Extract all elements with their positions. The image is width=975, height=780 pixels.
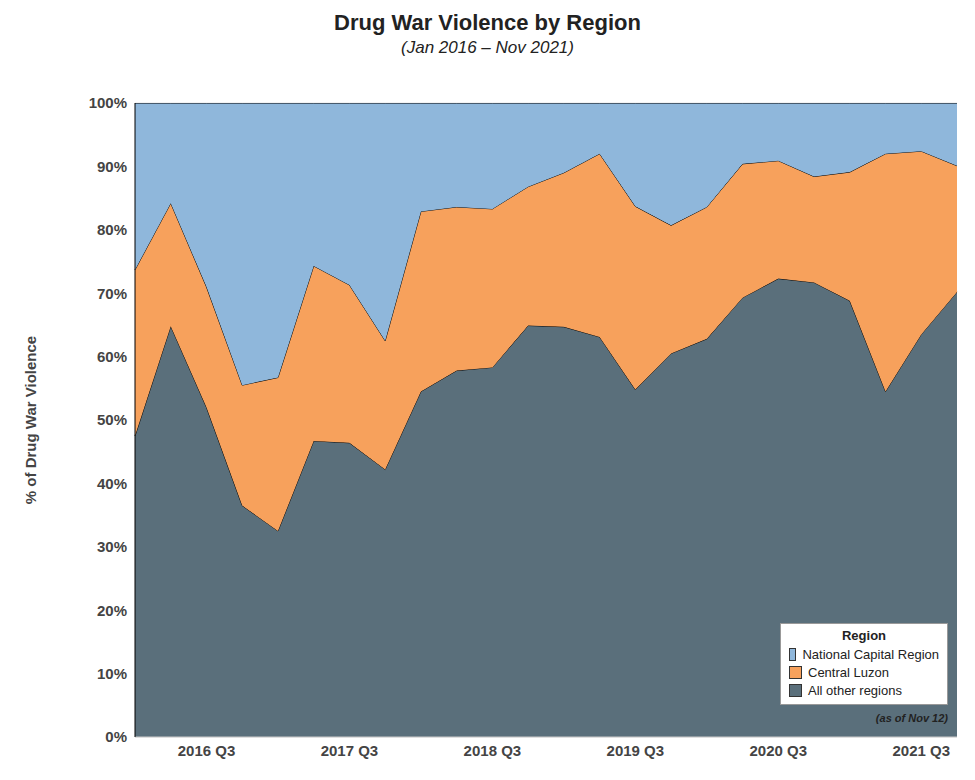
html-text:Drug War Violence by Region: Drug War Violence by Region — [334, 10, 641, 35]
svg-text:60%: 60% — [97, 348, 127, 365]
html-text:National Capital Region: National Capital Region — [802, 646, 939, 662]
svg-text:2021 Q3: 2021 Q3 — [892, 742, 950, 759]
svg-text:40%: 40% — [97, 475, 127, 492]
svg-text:20%: 20% — [97, 602, 127, 619]
svg-text:2019 Q3: 2019 Q3 — [607, 742, 665, 759]
svg-text:10%: 10% — [97, 665, 127, 682]
html-text:% of Drug War Violence: % of Drug War Violence — [21, 335, 39, 505]
html-text:(Jan 2016 – Nov 2021): (Jan 2016 – Nov 2021) — [401, 38, 574, 57]
svg-text:30%: 30% — [97, 538, 127, 555]
svg-text:70%: 70% — [97, 285, 127, 302]
svg-text:2017 Q3: 2017 Q3 — [321, 742, 379, 759]
html-text:Region: Region — [842, 628, 886, 643]
html-text:Central Luzon: Central Luzon — [808, 664, 889, 680]
svg-text:2018 Q3: 2018 Q3 — [464, 742, 522, 759]
svg-text:90%: 90% — [97, 158, 127, 175]
svg-text:2020 Q3: 2020 Q3 — [750, 742, 808, 759]
svg-text:80%: 80% — [97, 221, 127, 238]
html-text:All other regions: All other regions — [808, 682, 902, 698]
svg-text:100%: 100% — [89, 94, 127, 111]
svg-text:50%: 50% — [97, 411, 127, 428]
svg-text:2016 Q3: 2016 Q3 — [178, 742, 236, 759]
svg-text:0%: 0% — [105, 728, 127, 745]
html-text:(as of Nov 12): (as of Nov 12) — [875, 712, 948, 724]
